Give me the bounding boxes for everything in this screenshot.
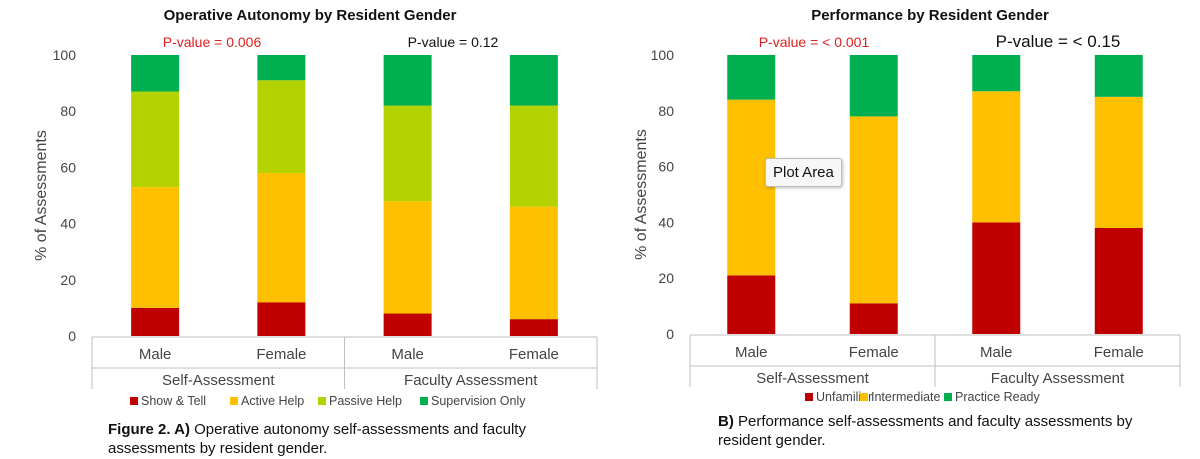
y-tick-label: 40 (60, 216, 76, 232)
chart-panel-b: Performance by Resident Gender P-value = … (600, 0, 1200, 459)
x-tick-label: Male (139, 346, 172, 363)
x-tick-label: Female (1094, 344, 1144, 361)
group-label: Faculty Assessment (991, 370, 1125, 387)
bar-segment (1094, 96, 1143, 228)
legend-swatch (860, 393, 868, 401)
bar-segment (383, 55, 432, 106)
y-axis-label: % of Assessments (633, 129, 650, 260)
bar-segment (257, 302, 306, 336)
legend-swatch (130, 397, 138, 405)
legend-swatch (805, 393, 813, 401)
bar-segment (727, 55, 776, 100)
chart-title: Operative Autonomy by Resident Gender (164, 7, 457, 24)
x-tick-label: Female (849, 344, 899, 361)
bar-segment (383, 105, 432, 202)
legend-label: Unfamiliar (816, 390, 872, 404)
y-tick-label: 80 (60, 103, 76, 119)
y-tick-label: 60 (658, 159, 674, 175)
caption-b-text: Performance self-assessments and faculty… (718, 413, 1133, 449)
bar-segment (509, 55, 558, 106)
chart-panel-a: Operative Autonomy by Resident Gender P-v… (33, 7, 598, 458)
x-tick-label: Female (256, 346, 306, 363)
caption-b: B) Performance self-assessments and facu… (718, 412, 1188, 450)
legend-label: Intermediate (871, 390, 941, 404)
bar-segment (383, 201, 432, 314)
caption-a-text: Operative autonomy self-assessments and … (108, 421, 526, 457)
bar-segment (509, 319, 558, 336)
p-value-label: P-value = < 0.15 (996, 32, 1121, 51)
legend-swatch (318, 397, 326, 405)
y-tick-label: 20 (658, 270, 674, 286)
p-value-label: P-value = 0.12 (408, 34, 499, 50)
x-tick-label: Male (980, 344, 1013, 361)
x-tick-label: Male (735, 344, 768, 361)
y-tick-label: 60 (60, 159, 76, 175)
bar-segment (849, 116, 898, 304)
legend-swatch (230, 397, 238, 405)
p-value-label: P-value = 0.006 (163, 34, 262, 50)
bar-segment (972, 55, 1021, 92)
group-label: Self-Assessment (162, 372, 275, 389)
performance-chart: Performance by Resident Gender P-value = … (633, 7, 1181, 404)
y-tick-label: 80 (658, 103, 674, 119)
bar-segment (257, 55, 306, 81)
bar-segment (257, 80, 306, 174)
legend-label: Show & Tell (141, 394, 206, 408)
bar-segment (509, 105, 558, 207)
legend-label: Active Help (241, 394, 304, 408)
bar-segment (131, 55, 180, 92)
caption-a-label: Figure 2. A) (108, 421, 190, 438)
bar-segment (509, 206, 558, 320)
y-tick-label: 100 (53, 47, 77, 63)
autonomy-chart: Operative Autonomy by Resident Gender P-v… (33, 7, 598, 408)
y-tick-label: 0 (68, 328, 76, 344)
y-tick-label: 100 (651, 47, 675, 63)
group-label: Faculty Assessment (404, 372, 538, 389)
bar-segment (972, 222, 1021, 334)
bar-segment (383, 313, 432, 336)
caption-b-label: B) (718, 413, 734, 430)
legend-swatch (944, 393, 952, 401)
bar-segment (1094, 227, 1143, 334)
bar-segment (257, 173, 306, 303)
bar-segment (1094, 55, 1143, 97)
bar-segment (727, 275, 776, 334)
y-axis-label: % of Assessments (33, 130, 50, 261)
caption-a: Figure 2. A) Operative autonomy self-ass… (108, 420, 578, 458)
legend-swatch (420, 397, 428, 405)
group-label: Self-Assessment (756, 370, 869, 387)
x-tick-label: Male (391, 346, 424, 363)
bar-segment (131, 187, 180, 308)
y-tick-label: 40 (658, 214, 674, 230)
y-tick-label: 20 (60, 272, 76, 288)
bar-segment (131, 307, 180, 336)
y-tick-label: 0 (666, 326, 674, 342)
p-value-label: P-value = < 0.001 (759, 34, 870, 50)
bar-segment (849, 303, 898, 334)
chart-title: Performance by Resident Gender (811, 7, 1049, 24)
legend-label: Supervision Only (431, 394, 526, 408)
plot-area-tooltip: Plot Area (765, 158, 842, 187)
bar-segment (131, 91, 180, 188)
bar-segment (849, 55, 898, 117)
x-tick-label: Female (509, 346, 559, 363)
legend-label: Practice Ready (955, 390, 1041, 404)
bar-segment (972, 91, 1021, 223)
bar-segment (727, 99, 776, 276)
legend-label: Passive Help (329, 394, 402, 408)
